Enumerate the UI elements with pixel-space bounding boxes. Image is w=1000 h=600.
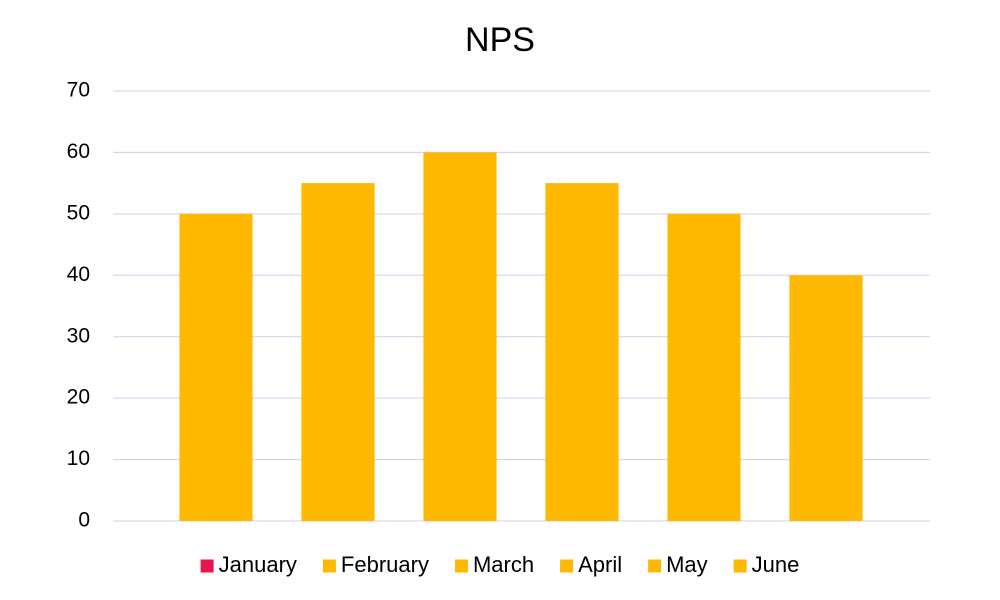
y-tick-label: 60 — [67, 140, 90, 163]
legend-label: May — [666, 552, 708, 577]
legend-label: March — [473, 552, 534, 577]
legend-swatch — [454, 559, 468, 573]
bar — [301, 183, 375, 521]
bar — [667, 213, 741, 521]
y-tick-label: 30 — [67, 324, 90, 347]
legend-swatch — [560, 559, 574, 573]
bar — [423, 152, 497, 521]
legend-label: February — [341, 552, 429, 577]
bar — [789, 275, 863, 521]
y-tick-label: 20 — [67, 386, 90, 409]
y-tick-label: 0 — [78, 509, 90, 532]
legend-label: April — [578, 552, 622, 577]
legend-swatch — [733, 559, 747, 573]
legend-swatch — [322, 559, 336, 573]
bar — [545, 183, 619, 521]
legend-swatch — [200, 559, 214, 573]
y-tick-label: 50 — [67, 201, 90, 224]
y-tick-label: 40 — [67, 263, 90, 286]
legend-swatch — [648, 559, 662, 573]
y-tick-label: 10 — [67, 447, 90, 470]
chart-title: NPS — [465, 21, 535, 59]
bar — [179, 213, 253, 521]
legend-label: June — [752, 552, 800, 577]
legend-label: January — [219, 552, 297, 577]
y-tick-label: 70 — [67, 79, 90, 102]
